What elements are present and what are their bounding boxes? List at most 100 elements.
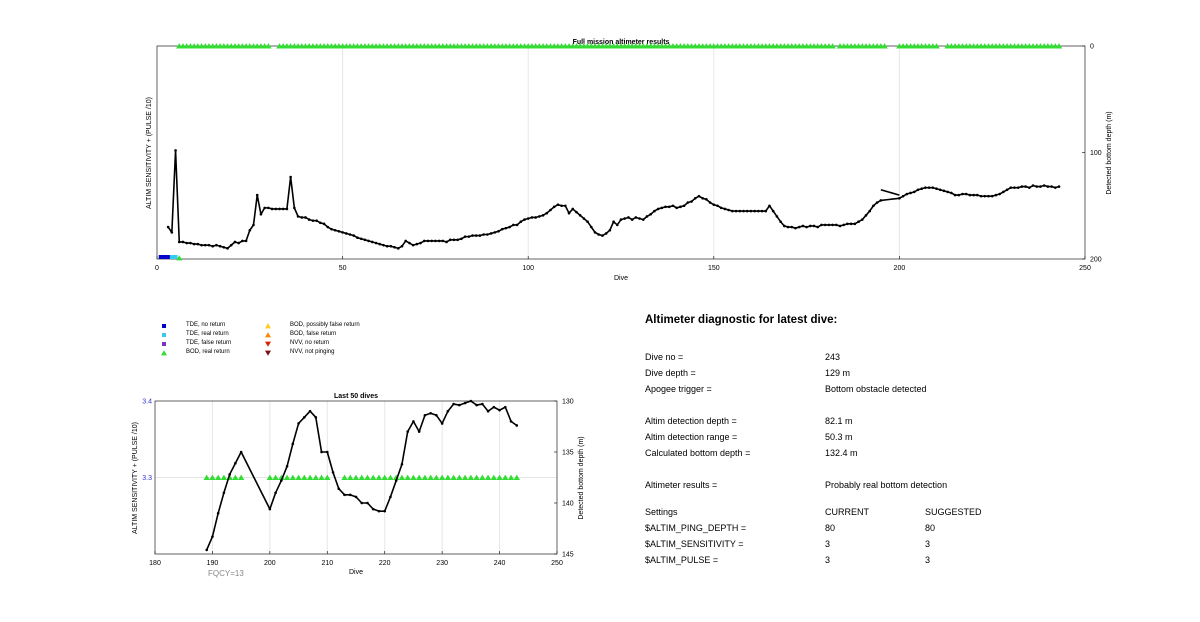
bottom-depth-point: [515, 223, 519, 227]
bottom-depth-point: [916, 188, 920, 192]
last-50-bottom-depth-point: [371, 507, 375, 511]
bottom-depth-point: [304, 216, 307, 219]
sensitivity-marker: [450, 474, 457, 481]
main-chart-xlabel: Dive: [614, 275, 628, 282]
bottom-depth-point: [601, 234, 604, 237]
bottom-depth-point: [790, 225, 794, 229]
bottom-depth-point: [660, 206, 664, 210]
bottom-depth-point: [541, 214, 545, 217]
bottom-depth-point: [385, 244, 389, 248]
bottom-depth-point: [749, 209, 753, 213]
bottom-depth-point: [879, 199, 883, 202]
main-chart-xtick-label: 250: [1079, 265, 1091, 272]
last-50-bottom-depth-point: [303, 416, 306, 419]
bottom-depth-point: [530, 216, 534, 219]
setting-suggested: 3: [925, 539, 931, 549]
last-50-bottom-depth-point: [280, 479, 283, 482]
sensitivity-marker: [272, 474, 279, 481]
bottom-depth-point: [538, 215, 541, 218]
last-50-bottom-depth-point: [239, 450, 243, 454]
bottom-depth-point: [760, 209, 764, 213]
settings-row: $ALTIM_SENSITIVITY = 3 3: [645, 539, 1165, 551]
bottom-depth-point: [682, 204, 686, 208]
bottom-depth-point: [801, 224, 805, 228]
diagnostic-title: Altimeter diagnostic for latest dive:: [645, 314, 838, 326]
bottom-depth-point: [898, 196, 901, 200]
bottom-depth-point: [727, 208, 730, 212]
last-50-bottom-depth-point: [429, 411, 432, 415]
bottom-depth-point: [196, 242, 200, 246]
setting-name: Settings: [645, 507, 678, 517]
bottom-depth-point: [757, 209, 760, 213]
diagnostic-key: Calculated bottom depth =: [645, 448, 751, 458]
bottom-depth-point: [311, 219, 315, 222]
last-50-bottom-depth-point: [291, 442, 295, 446]
bottom-depth-point: [794, 226, 797, 230]
diagnostic-key: Altimeter results =: [645, 480, 718, 490]
bottom-depth-point: [716, 204, 719, 208]
bottom-depth-point: [946, 190, 949, 194]
settings-row: $ALTIM_PING_DEPTH = 80 80: [645, 523, 1165, 535]
bottom-depth-point: [957, 193, 961, 197]
bottom-depth-point: [834, 223, 838, 227]
last-50-bottom-depth-point: [331, 471, 335, 474]
bottom-depth-point: [549, 208, 552, 212]
bottom-depth-point: [181, 240, 185, 244]
bottom-depth-point: [1002, 190, 1005, 194]
bottom-depth-point: [382, 243, 385, 247]
bottom-depth-point: [597, 233, 601, 236]
bottom-depth-point: [237, 241, 240, 245]
bottom-depth-point: [463, 235, 467, 238]
bottom-depth-point: [771, 209, 775, 213]
bottom-depth-point: [686, 201, 690, 204]
diagnostic-key: Altim detection range =: [645, 432, 738, 442]
bottom-depth-point: [864, 214, 868, 217]
diagnostic-value: 243: [825, 352, 841, 362]
sensitivity-marker: [370, 474, 377, 481]
sensitivity-marker: [490, 474, 498, 481]
bottom-depth-point: [976, 193, 979, 197]
bottom-depth-point: [860, 218, 864, 221]
bottom-depth-point: [408, 241, 411, 245]
triangle-marker-icon: [265, 323, 271, 329]
last-50-bottom-depth-point: [481, 402, 484, 406]
last-50-bottom-depth-point: [383, 509, 387, 513]
bottom-depth-point: [719, 206, 723, 210]
bottom-depth-point: [1016, 186, 1020, 189]
bottom-depth-point: [641, 218, 645, 221]
full-mission-chart: Full mission altimeter results ALTIM SEN…: [146, 39, 1113, 282]
sensitivity-marker: [404, 474, 411, 481]
sensitivity-marker: [387, 474, 394, 481]
bottom-depth-point: [712, 203, 716, 206]
bottom-depth-point: [519, 220, 523, 224]
sensitivity-marker: [375, 474, 383, 481]
bottom-depth-point: [849, 222, 853, 226]
last-50-bottom-depth-point: [475, 403, 478, 407]
main-chart-right-ylabel: Detected bottom depth (m): [1106, 111, 1113, 194]
bottom-depth-point: [222, 245, 226, 249]
bottom-depth-point: [352, 234, 356, 237]
bottom-depth-point: [289, 175, 292, 179]
last-50-bottom-depth-point: [389, 495, 392, 499]
bottom-depth-point: [667, 205, 671, 209]
sub-chart-frame: [154, 400, 558, 555]
bottom-depth-point: [560, 204, 563, 208]
bottom-depth-point: [649, 212, 652, 216]
sub-chart-xtick-label: 230: [436, 560, 448, 567]
main-chart-xtick-label: 150: [708, 265, 720, 272]
sub-chart-xtick-label: 190: [207, 560, 219, 567]
bottom-depth-point: [805, 225, 808, 229]
bottom-depth-point: [935, 187, 938, 191]
bottom-depth-segment: [880, 189, 900, 196]
sensitivity-marker: [295, 474, 302, 481]
bottom-depth-point: [675, 206, 678, 210]
sensitivity-marker: [358, 474, 365, 481]
bottom-depth-point: [634, 216, 638, 219]
legend-label: TDE, no return: [186, 322, 226, 328]
bottom-depth-point: [452, 238, 456, 242]
main-chart-left-ylabel: ALTIM SENSITIVITY + (PULSE /10): [146, 97, 153, 209]
bottom-depth-line: [167, 149, 1060, 250]
bottom-depth-point: [905, 192, 909, 196]
bottom-depth-point: [333, 228, 337, 232]
bottom-depth-point: [786, 225, 790, 229]
